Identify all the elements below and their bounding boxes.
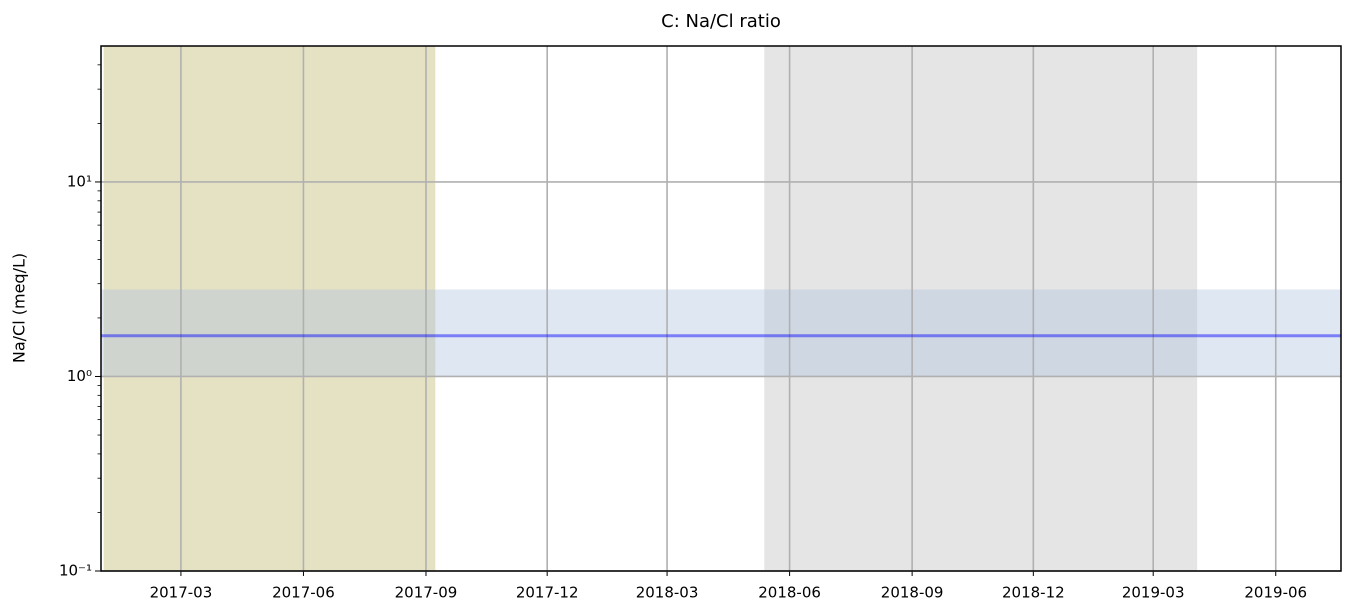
shaded-span (103, 46, 436, 571)
axes-frame (100, 45, 1342, 572)
range-band (101, 289, 1341, 377)
y-tick-label: 10⁻¹ (59, 562, 92, 580)
x-tick-label: 2017-12 (516, 584, 579, 602)
x-tick-label: 2017-09 (395, 584, 458, 602)
shaded-span (764, 46, 1198, 571)
x-tick-label: 2018-06 (758, 584, 821, 602)
x-tick-label: 2019-03 (1122, 584, 1185, 602)
x-tick-label: 2018-09 (881, 584, 944, 602)
x-tick-label: 2019-06 (1244, 584, 1307, 602)
y-tick-label: 10⁰ (67, 367, 92, 385)
y-axis-label: Na/Cl (meq/L) (10, 253, 29, 363)
x-tick-label: 2017-03 (150, 584, 213, 602)
x-tick-label: 2018-03 (636, 584, 699, 602)
chart-title: C: Na/Cl ratio (661, 11, 781, 32)
x-tick-label: 2018-12 (1002, 584, 1065, 602)
y-tick-label: 10¹ (67, 172, 92, 190)
x-tick-label: 2017-06 (272, 584, 335, 602)
plot-area: 2017-03 2017-06 2017-09 2017-12 2018-03 2018-… (59, 45, 1342, 602)
